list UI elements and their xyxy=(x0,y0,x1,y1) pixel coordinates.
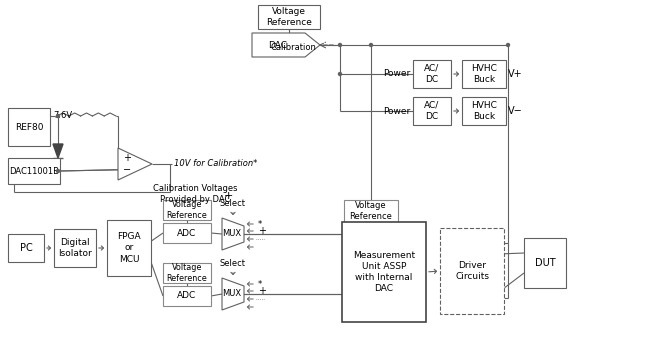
Text: Select: Select xyxy=(220,199,246,208)
Text: *: * xyxy=(258,220,263,228)
Bar xyxy=(462,60,506,88)
Text: Voltage
Reference: Voltage Reference xyxy=(167,263,208,283)
Bar xyxy=(342,222,426,322)
Text: V+: V+ xyxy=(508,69,522,79)
Text: +: + xyxy=(258,286,266,296)
Bar xyxy=(8,234,44,262)
Polygon shape xyxy=(53,144,63,158)
Text: MUX: MUX xyxy=(222,229,242,238)
Text: Calibration Voltages
Provided by DAC: Calibration Voltages Provided by DAC xyxy=(153,184,237,204)
Text: Voltage
Reference: Voltage Reference xyxy=(266,7,312,27)
Bar xyxy=(163,286,211,306)
Text: Calibration: Calibration xyxy=(270,42,316,52)
Bar xyxy=(163,263,211,283)
Bar xyxy=(413,60,451,88)
Text: Voltage
Reference: Voltage Reference xyxy=(167,200,208,220)
Bar xyxy=(8,108,50,146)
Text: Driver
Circuits: Driver Circuits xyxy=(455,261,489,281)
Circle shape xyxy=(370,43,372,47)
Text: Select: Select xyxy=(220,259,246,268)
Bar xyxy=(344,200,398,222)
Bar xyxy=(8,158,60,184)
Text: FPGA
or
MCU: FPGA or MCU xyxy=(117,233,141,264)
Polygon shape xyxy=(222,218,244,250)
Text: HVHC
Buck: HVHC Buck xyxy=(471,64,497,84)
Polygon shape xyxy=(222,278,244,310)
Text: ADC: ADC xyxy=(178,291,197,301)
Text: Measurement
Unit ASSP
with Internal
DAC: Measurement Unit ASSP with Internal DAC xyxy=(353,251,415,293)
Text: Power: Power xyxy=(383,106,410,116)
Bar xyxy=(462,97,506,125)
Text: *: * xyxy=(258,279,263,289)
Bar xyxy=(440,228,504,314)
Text: MUX: MUX xyxy=(222,289,242,299)
Text: DUT: DUT xyxy=(535,258,555,268)
Text: +: + xyxy=(258,226,266,236)
Circle shape xyxy=(338,73,342,76)
Bar xyxy=(524,238,566,288)
Text: −: − xyxy=(123,165,131,175)
Text: Power: Power xyxy=(383,69,410,79)
Circle shape xyxy=(57,170,59,172)
Circle shape xyxy=(57,115,59,118)
Text: REF80: REF80 xyxy=(15,122,43,132)
Text: +: + xyxy=(123,153,131,163)
Circle shape xyxy=(338,43,342,47)
Text: AC/
DC: AC/ DC xyxy=(424,101,439,121)
Bar xyxy=(54,229,96,267)
Text: +: + xyxy=(223,191,232,201)
Bar xyxy=(413,97,451,125)
Bar xyxy=(258,5,320,29)
Bar xyxy=(163,200,211,220)
Text: DAC: DAC xyxy=(268,40,287,50)
Circle shape xyxy=(507,43,509,47)
Polygon shape xyxy=(252,33,320,57)
Text: HVHC
Buck: HVHC Buck xyxy=(471,101,497,121)
Text: Digital
Isolator: Digital Isolator xyxy=(58,238,92,258)
Polygon shape xyxy=(118,148,152,180)
Text: 10V for Calibration*: 10V for Calibration* xyxy=(174,159,257,169)
Text: ADC: ADC xyxy=(178,228,197,237)
Text: PC: PC xyxy=(20,243,33,253)
Text: V−: V− xyxy=(508,106,523,116)
Text: Voltage
Reference: Voltage Reference xyxy=(349,201,392,221)
Text: 7.6V: 7.6V xyxy=(53,111,72,120)
Bar xyxy=(107,220,151,276)
Bar xyxy=(163,223,211,243)
Text: AC/
DC: AC/ DC xyxy=(424,64,439,84)
Text: DAC11001B: DAC11001B xyxy=(9,167,59,175)
